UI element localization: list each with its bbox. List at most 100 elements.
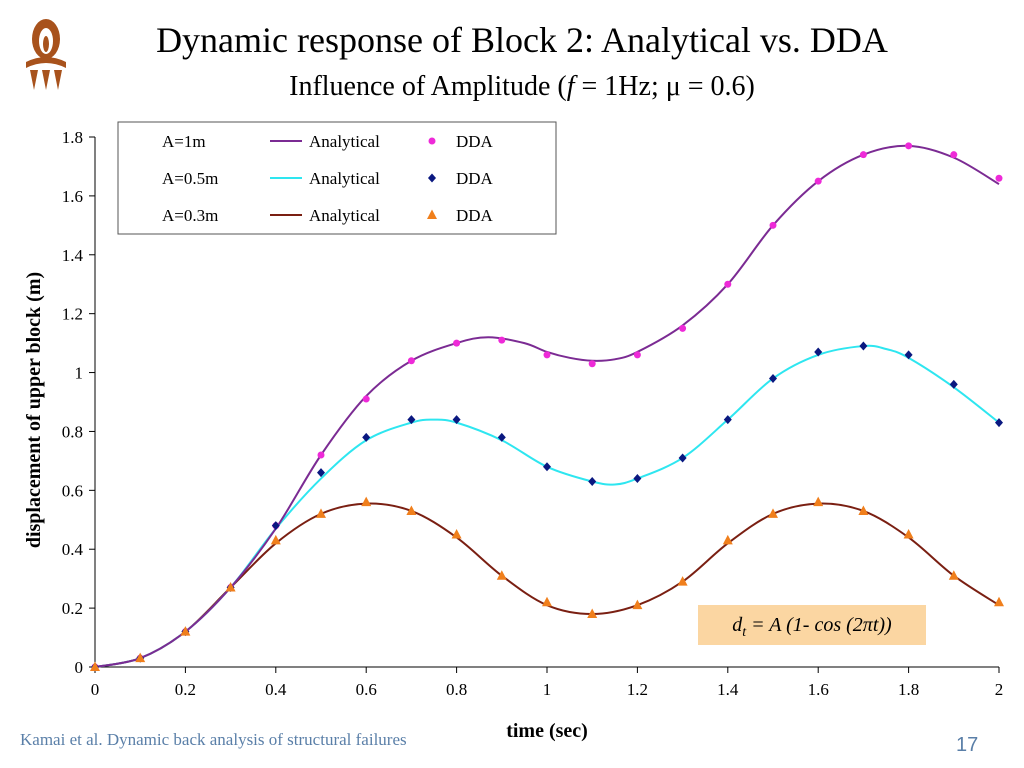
dda-point bbox=[859, 341, 868, 351]
dda-point bbox=[362, 432, 371, 442]
dda-point bbox=[948, 570, 959, 580]
axes: 0 0.2 0.4 0.6 0.8 1 1.2 1.4 1.6 1.8 0 0.2 0.4 0.6 0.8 1… bbox=[62, 128, 1004, 699]
dda-point bbox=[858, 505, 869, 515]
formula-sub: t bbox=[742, 625, 747, 640]
legend-amplitude-label: A=0.5m bbox=[162, 169, 218, 188]
x-tick-label: 0.2 bbox=[175, 680, 196, 699]
x-tick-label: 1.8 bbox=[898, 680, 919, 699]
x-tick-label: 1.4 bbox=[717, 680, 739, 699]
dda-point bbox=[588, 360, 596, 368]
dda-point bbox=[905, 142, 913, 150]
dda-point bbox=[225, 582, 236, 592]
dda-point bbox=[678, 453, 687, 463]
y-tick-label: 1.6 bbox=[62, 187, 83, 206]
dda-point bbox=[677, 576, 688, 586]
x-tick-label: 0 bbox=[91, 680, 100, 699]
y-tick-label: 0 bbox=[75, 658, 84, 677]
x-tick-label: 1.2 bbox=[627, 680, 648, 699]
subtitle-f: f bbox=[566, 71, 575, 102]
y-axis-title: displacement of upper block (m) bbox=[23, 272, 45, 548]
subtitle-post: = 1Hz; μ = 0.6) bbox=[574, 71, 755, 102]
dda-point bbox=[271, 521, 280, 531]
dda-point bbox=[406, 505, 417, 515]
legend-marker-swatch bbox=[427, 209, 437, 219]
dda-point bbox=[814, 347, 823, 357]
dda-point bbox=[497, 432, 506, 442]
dda-point bbox=[90, 661, 100, 671]
dda-point bbox=[813, 496, 824, 507]
slide-title: Dynamic response of Block 2: Analytical … bbox=[156, 20, 888, 60]
y-tick-label: 0.8 bbox=[62, 422, 83, 441]
dda-point bbox=[361, 496, 372, 507]
footer-citation: Kamai et al. Dynamic back analysis of st… bbox=[20, 730, 407, 749]
dda-point bbox=[317, 451, 325, 459]
y-tick-label: 0.6 bbox=[62, 481, 83, 500]
x-axis-title: time (sec) bbox=[506, 720, 588, 742]
dda-point bbox=[814, 177, 822, 185]
dda-point bbox=[633, 474, 642, 484]
dda-point bbox=[903, 529, 914, 539]
formula-rest2: t)) bbox=[872, 614, 892, 636]
dda-point bbox=[543, 462, 551, 472]
dda-point bbox=[588, 477, 597, 486]
y-tick-label: 1 bbox=[75, 364, 84, 383]
dda-point bbox=[950, 151, 958, 159]
dda-point bbox=[135, 652, 146, 663]
legend-marker-swatch bbox=[428, 137, 436, 145]
x-tick-label: 1.6 bbox=[808, 680, 829, 699]
legend-marker-swatch bbox=[428, 173, 436, 183]
dda-point bbox=[407, 415, 416, 425]
university-logo bbox=[26, 19, 66, 90]
legend-analytical-label: Analytical bbox=[309, 132, 380, 151]
legend-dda-label: DDA bbox=[456, 169, 494, 188]
dda-point bbox=[859, 151, 867, 159]
formula-d: d bbox=[732, 614, 743, 636]
dda-point bbox=[769, 221, 777, 229]
x-tick-label: 0.6 bbox=[356, 680, 377, 699]
dda-point bbox=[453, 339, 461, 347]
dda-point bbox=[542, 596, 552, 607]
y-tick-label: 1.2 bbox=[62, 305, 83, 324]
y-tick-label: 1.4 bbox=[62, 246, 84, 265]
dda-point bbox=[543, 351, 551, 359]
dda-point bbox=[723, 415, 732, 425]
x-tick-label: 1 bbox=[543, 680, 552, 699]
dda-point bbox=[769, 373, 777, 383]
y-tick-label: 0.4 bbox=[62, 540, 84, 559]
legend-amplitude-label: A=1m bbox=[162, 132, 206, 151]
legend-analytical-label: Analytical bbox=[309, 206, 380, 225]
dda-point bbox=[995, 418, 1003, 428]
dda-point bbox=[407, 357, 415, 365]
dda-point bbox=[180, 626, 191, 636]
y-tick-label: 1.8 bbox=[62, 128, 83, 147]
dda-point bbox=[995, 174, 1003, 182]
series bbox=[90, 142, 1004, 672]
dda-point bbox=[317, 468, 325, 478]
dda-point bbox=[994, 596, 1004, 607]
dda-point bbox=[451, 529, 462, 539]
dda-point bbox=[633, 351, 641, 359]
legend-analytical-label: Analytical bbox=[309, 169, 380, 188]
y-tick-label: 0.2 bbox=[62, 599, 83, 618]
dda-point bbox=[724, 280, 732, 288]
subtitle-pre: Influence of Amplitude ( bbox=[289, 71, 567, 102]
dda-point bbox=[722, 534, 733, 545]
page-number: 17 bbox=[956, 734, 979, 756]
dda-point bbox=[496, 570, 507, 580]
slide-subtitle: Influence of Amplitude (f = 1Hz; μ = 0.6… bbox=[0, 70, 1024, 104]
dda-point bbox=[768, 508, 778, 518]
legend-dda-label: DDA bbox=[456, 206, 494, 225]
dda-point bbox=[316, 508, 326, 518]
legend-box bbox=[117, 121, 557, 235]
dda-point bbox=[904, 350, 913, 360]
x-tick-label: 2 bbox=[995, 680, 1004, 699]
dda-point bbox=[452, 415, 461, 425]
dda-point bbox=[270, 534, 281, 545]
dda-point bbox=[632, 599, 643, 610]
dda-point bbox=[679, 324, 687, 332]
legend: A=1m Analytical DDA A=0.5m Analytical DDA A=0.… bbox=[117, 121, 557, 235]
dda-point bbox=[949, 379, 958, 389]
dda-point bbox=[498, 336, 506, 344]
legend-amplitude-label: A=0.3m bbox=[162, 206, 218, 225]
